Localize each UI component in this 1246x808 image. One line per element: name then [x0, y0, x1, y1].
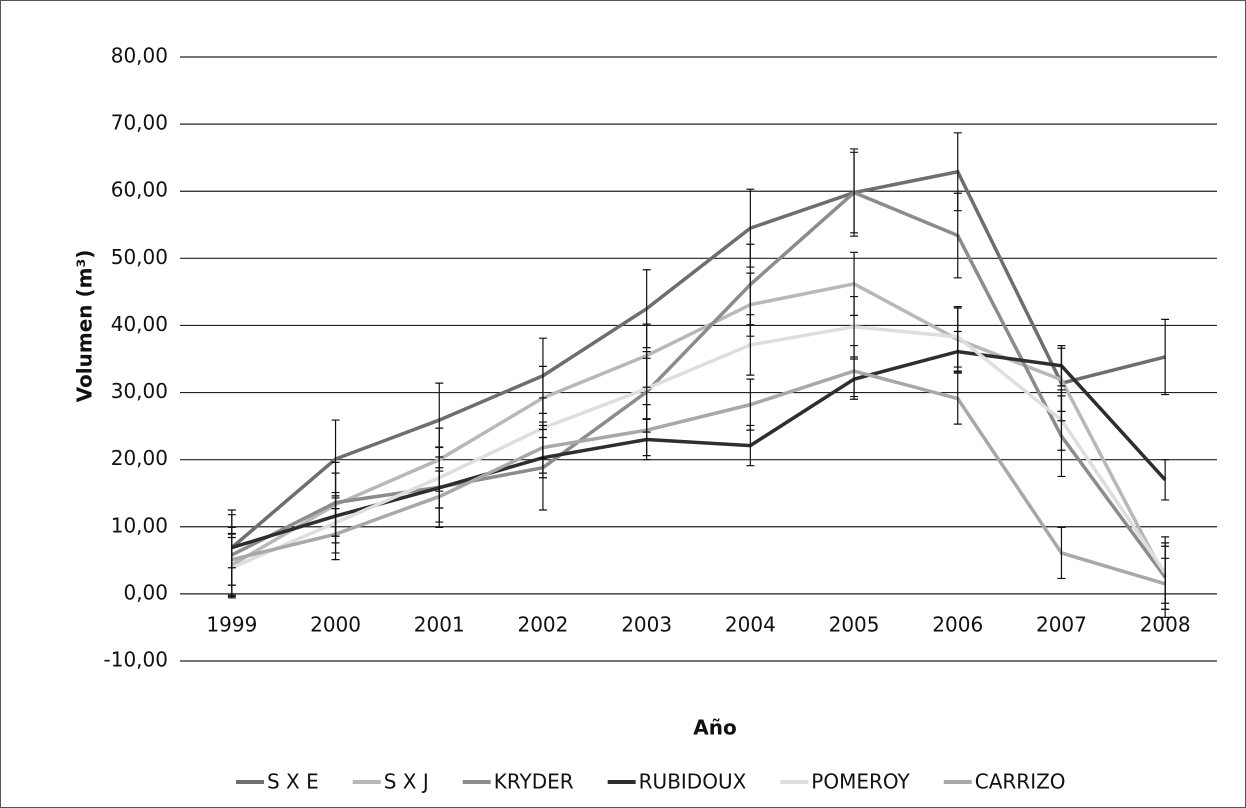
y-tick-label: 80,00 — [111, 44, 168, 68]
error-bar — [1057, 344, 1066, 387]
y-tick-label: 20,00 — [111, 446, 168, 470]
error-bar — [850, 344, 859, 398]
error-bar — [227, 533, 236, 586]
y-tick-label: 50,00 — [111, 245, 168, 269]
error-bar — [1161, 459, 1170, 501]
legend-label: S X J — [384, 770, 429, 794]
legend-label: CARRIZO — [975, 770, 1066, 794]
series-line — [231, 325, 1167, 575]
error-bar — [642, 404, 651, 457]
x-tick-label: 2001 — [414, 612, 465, 636]
series-line — [231, 190, 1167, 579]
error-bar — [1161, 318, 1170, 396]
y-tick-label: 30,00 — [111, 379, 168, 403]
error-bar — [1057, 389, 1066, 451]
error-bar — [1057, 526, 1066, 580]
y-axis-label: Volumen (m³) — [73, 250, 97, 403]
x-tick-label: 2003 — [621, 612, 672, 636]
x-tick-label: 2006 — [932, 612, 983, 636]
error-bar — [746, 314, 755, 376]
error-bar — [953, 192, 962, 279]
series-line — [231, 369, 1166, 586]
error-bar — [435, 470, 444, 523]
error-bar — [746, 378, 755, 431]
error-bar — [538, 421, 547, 474]
y-tick-label: 0,00 — [123, 580, 168, 604]
x-tick-label: 1999 — [206, 612, 257, 636]
legend-label: S X E — [267, 770, 319, 794]
x-tick-label: 2005 — [829, 612, 880, 636]
error-bar — [953, 372, 962, 425]
y-tick-label: 40,00 — [111, 312, 168, 336]
y-tick-label: 70,00 — [111, 111, 168, 135]
legend-label: RUBIDOUX — [639, 770, 747, 794]
error-bar — [953, 306, 962, 368]
error-bar — [331, 508, 340, 561]
series-line — [230, 169, 1166, 549]
x-tick-label: 2004 — [725, 612, 776, 636]
y-tick-label: 60,00 — [111, 178, 168, 202]
x-tick-label: 2007 — [1036, 612, 1087, 636]
error-bar — [850, 151, 859, 234]
x-tick-label: 2002 — [517, 612, 568, 636]
error-bar — [1161, 557, 1170, 610]
x-tick-label: 2000 — [310, 612, 361, 636]
y-tick-label: 10,00 — [111, 513, 168, 537]
legend-label: POMEROY — [811, 770, 910, 794]
legend-label: KRYDER — [494, 770, 574, 794]
x-axis-label: Año — [693, 716, 736, 740]
y-tick-label: -10,00 — [104, 648, 168, 672]
